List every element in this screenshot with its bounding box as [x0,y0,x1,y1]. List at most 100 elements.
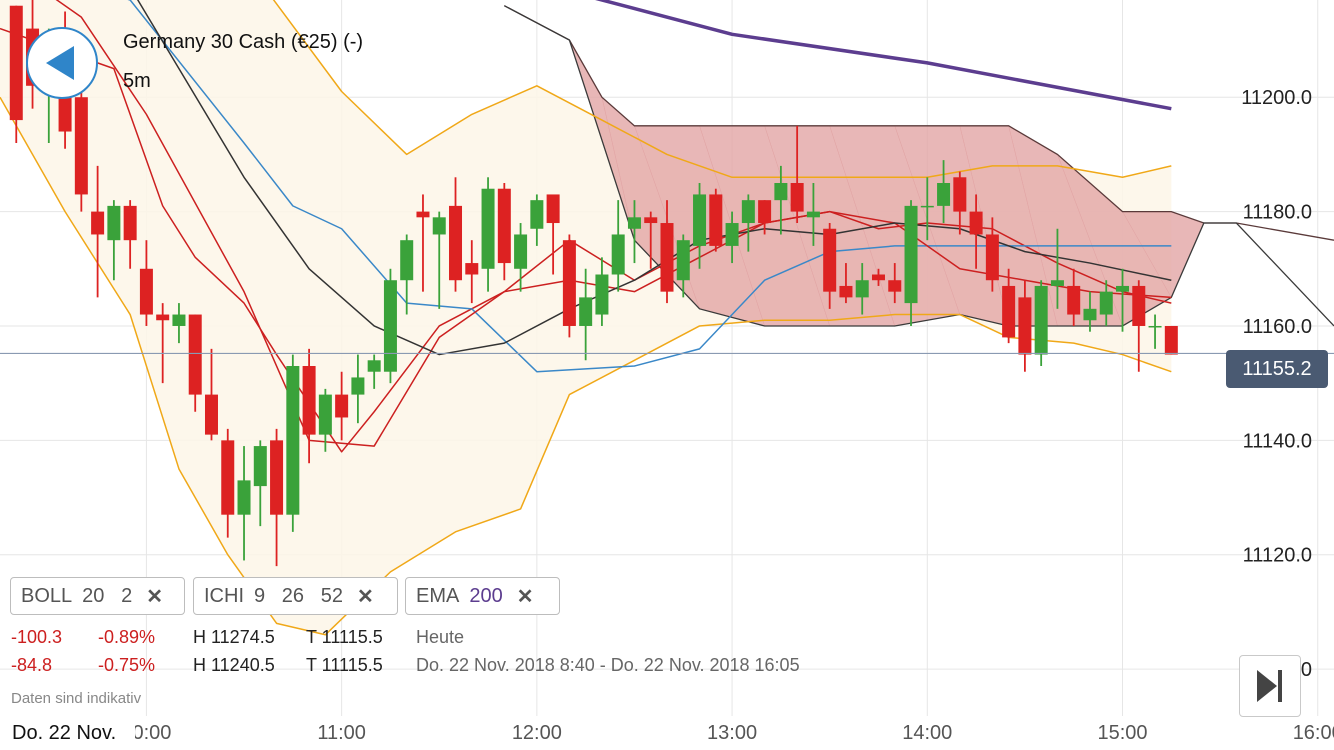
indicator-params: 9 26 52 [254,584,343,607]
indicator-name: BOLL [21,584,73,607]
candle-body [969,211,983,235]
candle-body [758,200,772,224]
candle-body [985,234,999,281]
candle-body [611,234,625,275]
y-tick-label: 11180.0 [1243,202,1312,224]
today-change: -100.3 [11,627,63,647]
indicator-pill-ichi[interactable]: ICHI 9 26 52 ✕ [193,577,398,615]
candle-body [1099,291,1113,315]
series-line [127,0,1172,373]
candle-body [823,228,837,292]
remove-indicator-icon[interactable]: ✕ [516,585,534,608]
y-tick-label: 11160.0 [1243,316,1312,338]
today-low: T 11115.5 [306,627,383,647]
today-high: H 11274.5 [193,627,275,647]
candle-body [855,280,869,298]
disclaimer: Daten sind indikativ [11,690,142,707]
candle-body [270,440,284,515]
scroll-to-end-button[interactable] [1239,655,1301,717]
candle-body [514,234,528,269]
candle-body [351,377,365,395]
candle-body [741,200,755,224]
x-tick-label: 13:00 [707,722,757,744]
candle-body [1050,280,1064,286]
indicator-name: ICHI [204,584,244,607]
candle-body [774,183,788,201]
x-tick-label: 15:00 [1097,722,1147,744]
indicator-pill-ema[interactable]: EMA 200 ✕ [405,577,560,615]
interval-label[interactable]: 5m [123,70,151,92]
today-label: Heute [416,627,465,647]
indicator-name: EMA [416,584,460,607]
indicator-pill-boll[interactable]: BOLL 20 2 ✕ [10,577,185,615]
candle-body [481,188,495,269]
candle-body [383,280,397,372]
candle-body [156,314,170,321]
series-line [0,96,1172,636]
candle-body [1164,325,1178,355]
x-tick-label: 11:00 [317,722,366,744]
candle-body [937,183,951,206]
indicator-params: 200 [469,584,503,607]
candle-body [465,263,479,275]
candle-body [91,211,105,235]
back-arrow-icon [46,46,74,80]
cloud-span-a [504,5,1334,241]
candle-body [644,217,658,224]
candle-body [286,366,300,515]
candle-body [904,205,918,304]
candle-body [676,240,690,281]
candle-body [449,205,463,281]
candle-body [139,268,153,315]
y-tick-label: 11120.0 [1243,545,1312,567]
candle-body [1148,325,1162,328]
candle-body [1116,285,1130,292]
y-tick-label: 11140.0 [1243,430,1312,452]
candle-body [888,280,902,292]
candle-body [318,394,332,435]
candle-body [123,205,137,241]
candle-body [107,205,121,241]
instrument-title: Germany 30 Cash (€25) (-) [123,31,364,53]
candle-body [1018,297,1032,355]
candle-body [579,297,593,326]
candle-body [953,177,967,212]
candle-body [302,366,316,435]
candle-body [920,205,934,208]
candle-body [1067,285,1081,315]
skip-to-end-bar [1278,670,1282,702]
x-tick-label: 14:00 [902,722,952,744]
candle-body [367,360,381,372]
y-tick-label: 11200.0 [1241,87,1312,109]
candle-body [595,274,609,315]
candle-body [204,394,218,435]
last-price-badge: 11155.2 [1226,350,1328,388]
remove-indicator-icon[interactable]: ✕ [146,585,163,608]
candle-body [400,240,414,281]
candle-body [562,240,576,326]
range-label: Do. 22 Nov. 2018 8:40 - Do. 22 Nov. 2018… [416,655,800,675]
candle-body [172,314,186,326]
candle-body [237,480,251,515]
candle-body [806,211,820,218]
range-low: T 11115.5 [306,655,383,675]
indicator-params: 20 2 [82,584,133,607]
series-line [272,0,1172,179]
skip-to-end-icon [1257,670,1277,702]
back-button[interactable] [26,27,98,99]
candle-body [335,394,349,418]
cloud-segment [1203,222,1334,327]
candle-body [221,440,235,515]
today-change-pct: -0.89% [98,627,156,647]
candle-body [416,211,430,218]
range-change-pct: -0.75% [98,655,156,675]
remove-indicator-icon[interactable]: ✕ [356,585,374,608]
candle-body [660,223,674,292]
series-line [595,0,1172,111]
candle-body [871,274,885,281]
candle-body [1034,285,1048,355]
candle-body [1002,285,1016,338]
